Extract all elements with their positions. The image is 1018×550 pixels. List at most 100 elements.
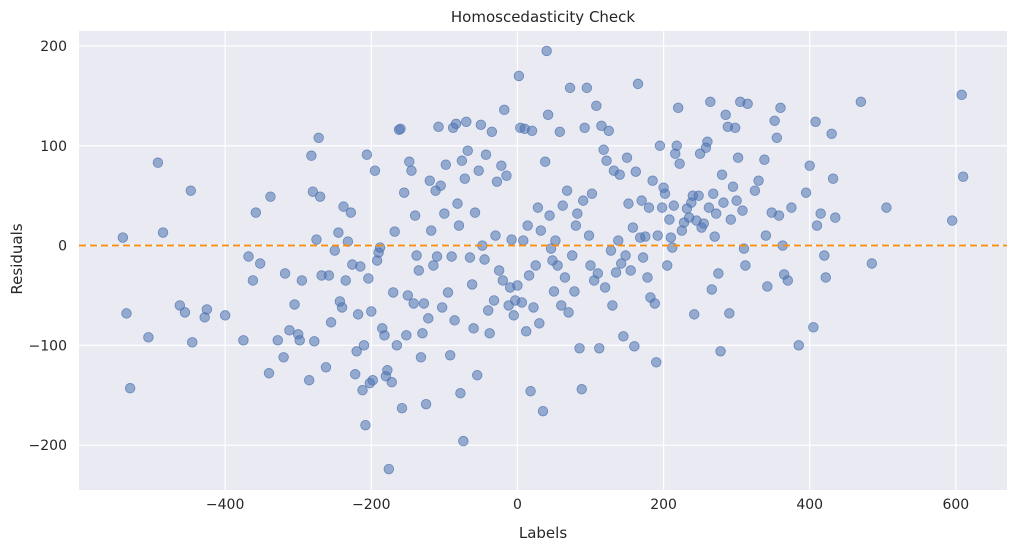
data-point — [559, 272, 571, 283]
data-point — [637, 252, 649, 263]
data-point — [815, 208, 826, 219]
data-point — [219, 310, 231, 321]
data-point — [732, 152, 744, 163]
data-point — [830, 212, 841, 223]
data-point — [550, 235, 561, 246]
data-point — [404, 156, 415, 167]
data-point — [496, 160, 507, 171]
data-point — [466, 279, 478, 290]
data-point — [238, 335, 249, 346]
data-point — [525, 386, 536, 397]
data-point — [725, 214, 736, 225]
data-point — [469, 207, 481, 218]
data-point — [598, 144, 609, 155]
data-point — [737, 205, 748, 216]
data-point — [632, 78, 644, 90]
data-point — [804, 160, 815, 171]
data-point — [174, 300, 186, 311]
data-point — [201, 304, 213, 315]
data-point — [329, 245, 340, 256]
data-point — [782, 275, 793, 286]
data-point — [461, 116, 472, 128]
data-point — [554, 126, 566, 137]
data-point — [718, 197, 729, 208]
data-point — [284, 325, 295, 336]
data-point — [957, 171, 969, 182]
data-point — [703, 202, 715, 213]
data-point — [643, 202, 655, 213]
data-point — [528, 302, 539, 313]
data-point — [654, 140, 666, 151]
data-point — [452, 198, 463, 209]
data-point — [124, 383, 136, 394]
data-point — [585, 260, 596, 271]
data-point — [615, 258, 627, 269]
data-point — [374, 242, 386, 253]
y-tick-label: 100 — [40, 139, 67, 155]
data-point — [820, 272, 831, 283]
data-point — [340, 275, 351, 286]
data-point — [516, 297, 528, 308]
data-point — [455, 388, 466, 399]
data-point — [698, 218, 709, 229]
data-point — [320, 362, 332, 373]
data-point — [338, 201, 349, 212]
data-point — [424, 175, 435, 186]
data-point — [552, 260, 563, 271]
data-point — [567, 250, 578, 261]
data-point — [428, 260, 439, 271]
data-point — [664, 214, 675, 225]
data-point — [881, 202, 892, 213]
data-point — [596, 120, 607, 131]
data-point — [506, 234, 517, 245]
data-point — [121, 308, 132, 319]
y-tick-label: 0 — [58, 239, 67, 255]
data-point — [866, 258, 878, 269]
x-tick-label: 600 — [942, 497, 969, 513]
data-point — [433, 121, 444, 132]
data-point — [775, 102, 786, 114]
data-point — [811, 220, 823, 231]
data-point — [307, 186, 319, 197]
data-point — [613, 235, 624, 246]
data-point — [440, 159, 452, 170]
data-point — [537, 405, 549, 417]
data-point — [358, 340, 370, 351]
data-point — [459, 173, 471, 184]
data-point — [294, 335, 305, 346]
data-point — [614, 169, 625, 180]
data-point — [541, 45, 552, 57]
data-point — [627, 222, 639, 233]
data-point — [671, 140, 682, 151]
data-point — [577, 195, 589, 206]
data-point — [255, 258, 266, 269]
data-point — [472, 370, 483, 381]
data-point — [406, 165, 417, 176]
data-point — [423, 313, 434, 324]
data-point — [563, 307, 574, 318]
data-point — [484, 328, 495, 339]
data-point — [710, 208, 722, 219]
data-point — [493, 265, 505, 276]
data-point — [363, 273, 374, 284]
data-point — [501, 170, 512, 181]
data-point — [311, 234, 322, 245]
data-point — [296, 275, 308, 286]
data-point — [351, 346, 362, 357]
data-point — [396, 402, 408, 414]
data-point — [652, 230, 663, 241]
data-point — [625, 265, 636, 276]
data-point — [398, 187, 410, 198]
data-point — [401, 330, 412, 341]
data-point — [418, 298, 430, 309]
data-point — [445, 350, 456, 361]
data-point — [576, 384, 587, 395]
x-tick-label: 400 — [796, 497, 823, 513]
chart-title: Homoscedasticity Check — [451, 8, 636, 26]
data-point — [488, 295, 500, 306]
x-tick-label: −200 — [352, 497, 390, 513]
data-point — [486, 126, 498, 137]
data-point — [402, 290, 414, 301]
data-point — [431, 251, 443, 262]
data-point — [479, 254, 490, 265]
